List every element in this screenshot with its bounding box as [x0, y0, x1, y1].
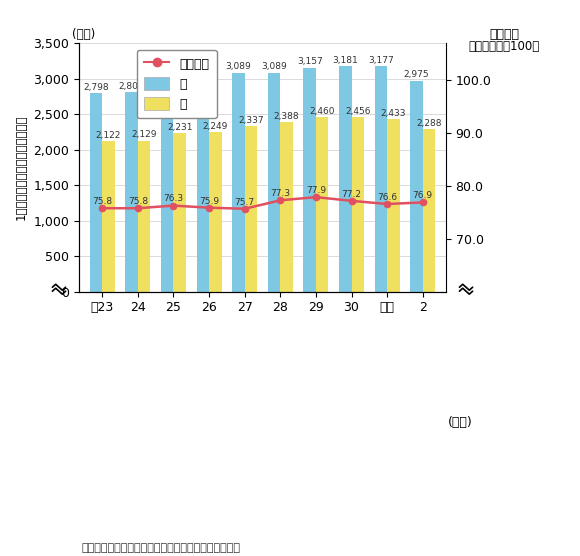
Text: 3,157: 3,157: [297, 57, 322, 67]
Text: 76.3: 76.3: [164, 195, 183, 203]
Text: 2,388: 2,388: [274, 112, 299, 121]
Text: 2,433: 2,433: [380, 109, 406, 118]
Bar: [303, 68, 316, 292]
Text: 3,181: 3,181: [332, 56, 358, 64]
Bar: [161, 84, 173, 292]
Bar: [138, 141, 150, 292]
Text: 2,456: 2,456: [345, 107, 371, 116]
Text: 3,177: 3,177: [368, 56, 394, 65]
Bar: [339, 66, 351, 292]
Text: 2,122: 2,122: [96, 131, 121, 140]
Bar: [232, 73, 245, 292]
Text: 76.9: 76.9: [412, 191, 433, 200]
Bar: [268, 73, 280, 292]
Text: 75.7: 75.7: [235, 197, 255, 207]
Text: 2,975: 2,975: [404, 71, 429, 80]
Bar: [375, 66, 387, 292]
Text: 75.8: 75.8: [92, 197, 113, 206]
Text: 77.9: 77.9: [306, 186, 326, 195]
Text: （国民所得＝100）: （国民所得＝100）: [469, 41, 540, 53]
Text: 2,337: 2,337: [238, 116, 264, 125]
Bar: [173, 133, 186, 292]
Y-axis label: 1人当たり縣民・国民所得の推移: 1人当たり縣民・国民所得の推移: [15, 115, 28, 220]
Text: 2,249: 2,249: [202, 122, 228, 131]
Text: 所得水準: 所得水準: [490, 28, 520, 41]
Text: 2,231: 2,231: [167, 123, 193, 132]
Bar: [102, 141, 115, 292]
Text: 76.6: 76.6: [377, 193, 397, 202]
Text: 2,808: 2,808: [119, 82, 144, 91]
Bar: [387, 119, 400, 292]
Text: 資料：「宮崎県県民経済計算」「国民経済計算年報」: 資料：「宮崎県県民経済計算」「国民経済計算年報」: [81, 543, 240, 553]
Text: 75.8: 75.8: [128, 197, 148, 206]
Bar: [316, 117, 328, 292]
Bar: [209, 132, 222, 292]
Legend: 所得水準, 国, 県: 所得水準, 国, 県: [137, 49, 217, 118]
Text: 3,089: 3,089: [261, 62, 287, 71]
Text: 2,460: 2,460: [309, 107, 335, 116]
Text: 77.3: 77.3: [270, 189, 291, 198]
Text: 2,288: 2,288: [416, 119, 442, 128]
Text: 77.2: 77.2: [342, 190, 361, 198]
Bar: [280, 122, 293, 292]
Bar: [90, 93, 102, 292]
Text: 2,129: 2,129: [132, 131, 157, 140]
Text: 2,961: 2,961: [190, 71, 216, 81]
Text: (千円): (千円): [72, 28, 95, 41]
Text: (年度): (年度): [448, 416, 472, 429]
Bar: [197, 82, 209, 292]
Text: 3,089: 3,089: [226, 62, 251, 71]
Text: 2,925: 2,925: [154, 74, 180, 83]
Text: 2,798: 2,798: [84, 83, 109, 92]
Bar: [351, 117, 364, 292]
Text: 75.9: 75.9: [199, 197, 219, 206]
Bar: [245, 126, 257, 292]
Bar: [125, 92, 138, 292]
Bar: [423, 130, 435, 292]
Bar: [410, 81, 423, 292]
